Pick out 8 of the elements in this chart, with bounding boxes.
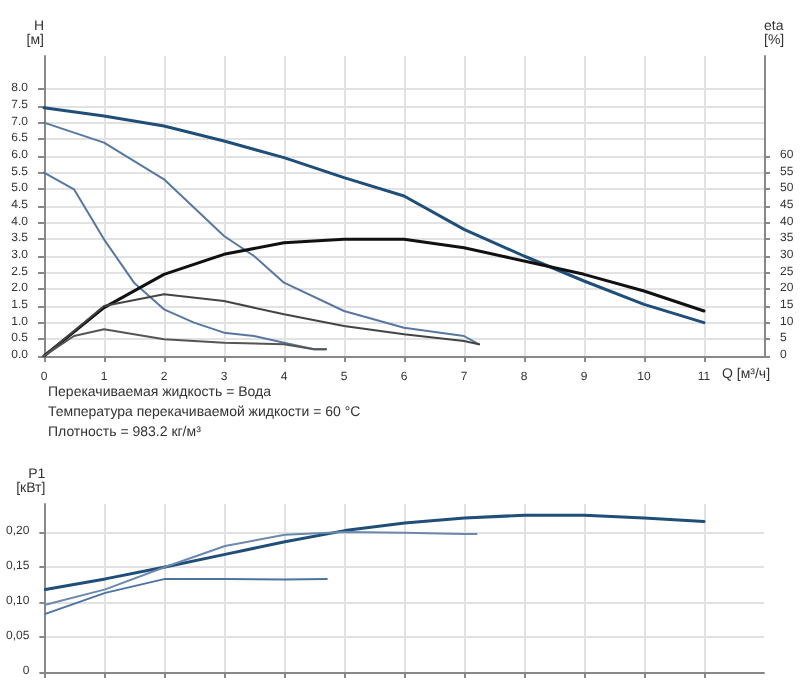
line-series xyxy=(43,293,480,357)
line-series xyxy=(44,531,478,606)
line-series xyxy=(43,513,706,591)
line-series xyxy=(43,121,480,346)
line-series xyxy=(42,237,706,358)
line-series xyxy=(43,328,327,357)
line-series xyxy=(44,577,328,615)
line-series xyxy=(42,106,706,325)
